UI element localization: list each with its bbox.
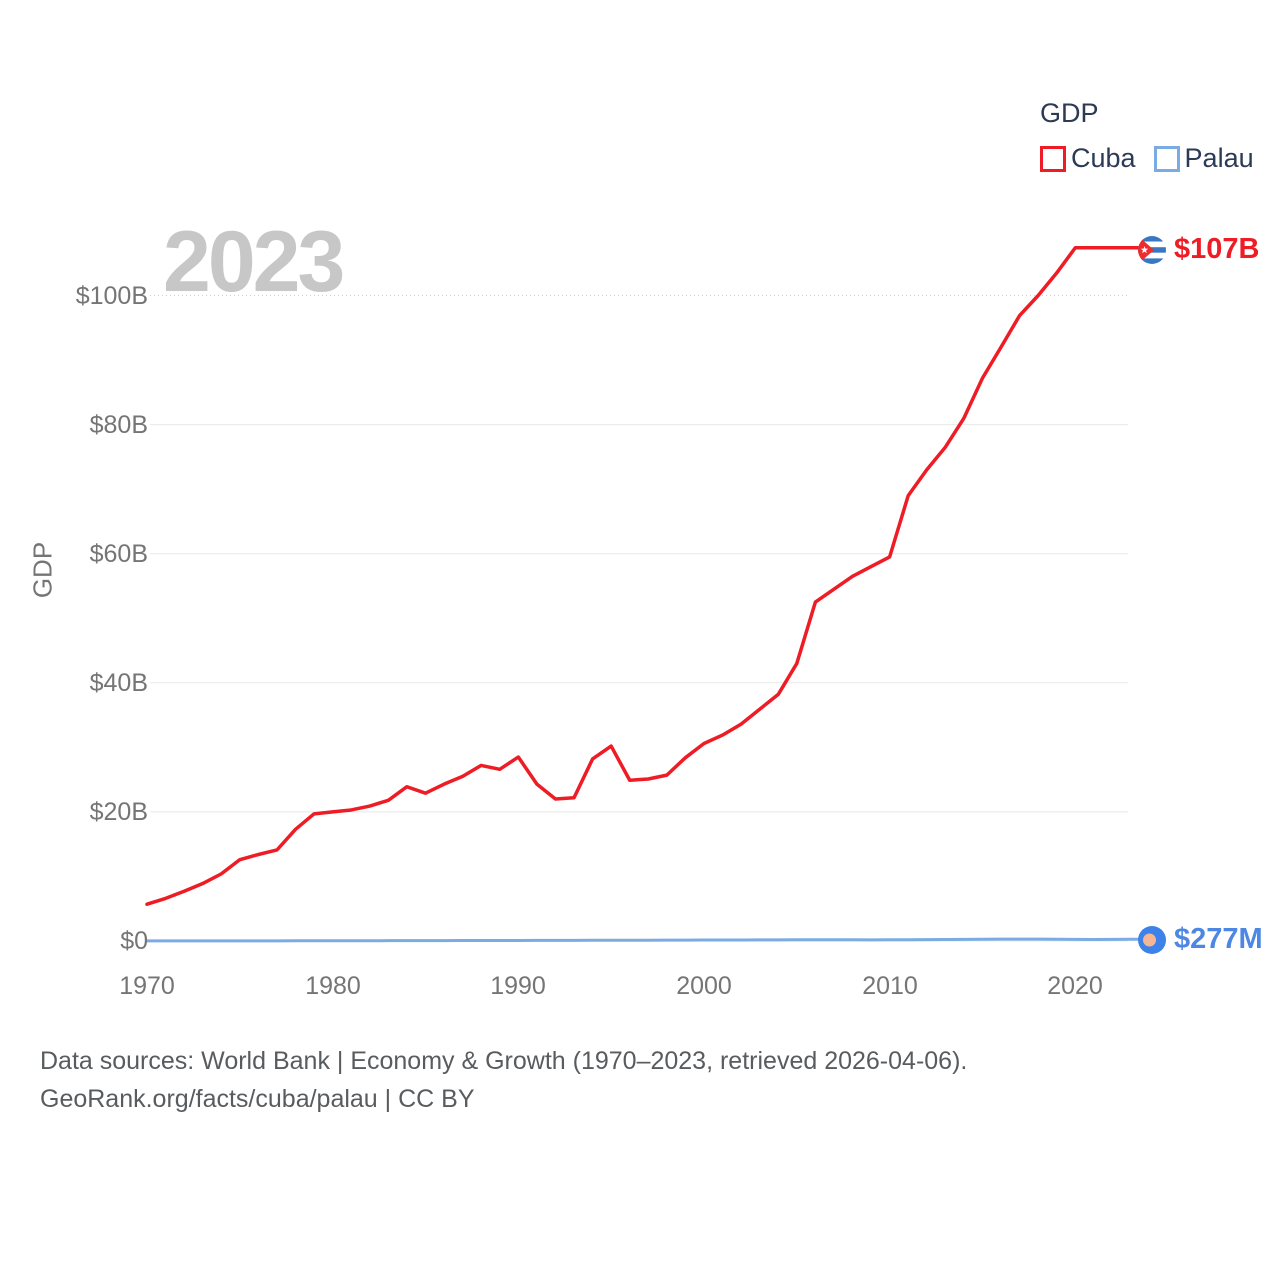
- x-tick-2010: 2010: [862, 972, 918, 1000]
- palau-end-value-label: $277M: [1174, 923, 1263, 955]
- footer-attribution-line: GeoRank.org/facts/cuba/palau | CC BY: [40, 1085, 475, 1113]
- legend-row: Cuba Palau: [1040, 143, 1254, 174]
- legend-item-label: Cuba: [1071, 143, 1136, 173]
- x-tick-2000: 2000: [676, 972, 732, 1000]
- cuba-flag-icon: [1138, 236, 1166, 264]
- cuba-end-value-label: $107B: [1174, 233, 1260, 265]
- legend: GDP Cuba Palau: [1040, 98, 1254, 174]
- y-tick-100b: $100B: [75, 282, 148, 310]
- legend-item-palau[interactable]: Palau: [1153, 143, 1254, 174]
- palau-line: [145, 937, 1133, 943]
- legend-item-label: Palau: [1184, 143, 1254, 173]
- y-tick-20b: $20B: [89, 798, 148, 826]
- palau-flag-icon: [1138, 926, 1166, 954]
- y-tick-80b: $80B: [89, 411, 148, 439]
- x-tick-2020: 2020: [1047, 972, 1103, 1000]
- y-tick-0: $0: [120, 927, 148, 955]
- footer-sources-line: Data sources: World Bank | Economy & Gro…: [40, 1047, 968, 1075]
- x-tick-1990: 1990: [490, 972, 546, 1000]
- y-tick-40b: $40B: [89, 669, 148, 697]
- palau-swatch-icon: [1153, 145, 1180, 172]
- y-tick-60b: $60B: [89, 540, 148, 568]
- legend-item-cuba[interactable]: Cuba: [1040, 143, 1136, 174]
- footer: Data sources: World Bank | Economy & Gro…: [40, 1042, 967, 1118]
- x-tick-1970: 1970: [119, 972, 175, 1000]
- cuba-swatch-icon: [1040, 145, 1066, 172]
- x-tick-1980: 1980: [305, 972, 361, 1000]
- legend-title: GDP: [1040, 98, 1099, 128]
- year-watermark: 2023: [163, 214, 345, 310]
- cuba-line: [145, 245, 1133, 906]
